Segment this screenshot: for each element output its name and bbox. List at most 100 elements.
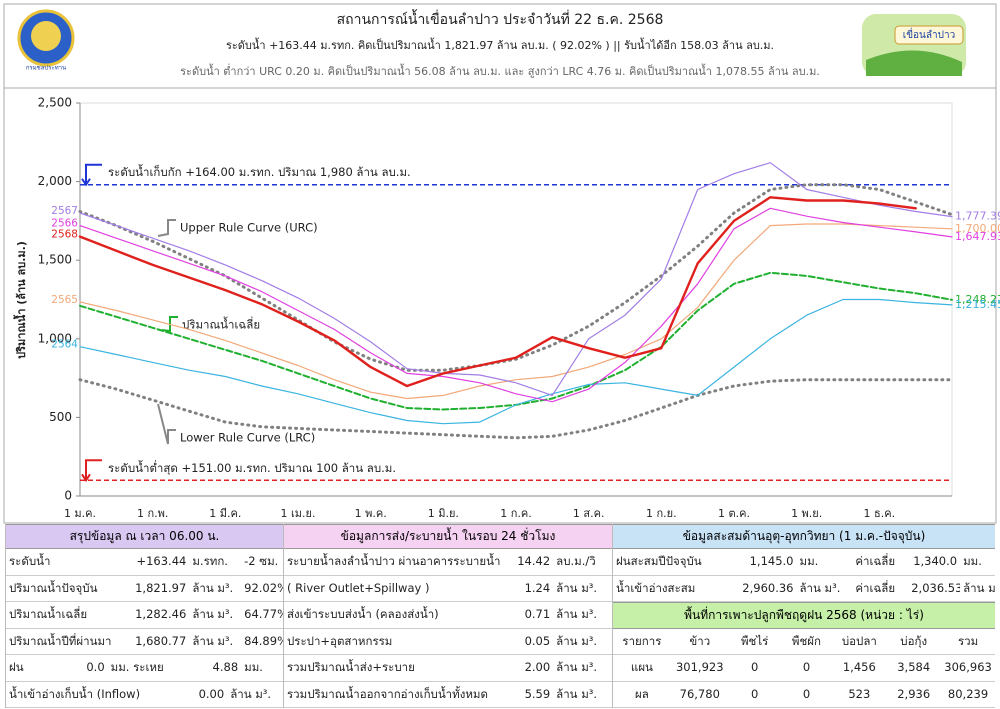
table-cell: -2 ซม. [244, 554, 279, 568]
table-cell: 301,923 [675, 660, 724, 674]
logo-right: เขื่อนลำปาว [862, 14, 966, 76]
tables: สรุปข้อมูล ณ เวลา 06.00 น. ระดับน้ำ +163.4… [5, 524, 995, 708]
table-cell: รายการ [622, 633, 662, 648]
x-tick-label: 1 ส.ค. [573, 507, 605, 520]
table-cell: 0 [802, 660, 811, 674]
table-cell: 92.02% [244, 580, 283, 595]
table-cell: 1,821.97 [135, 580, 187, 595]
series-line [79, 298, 953, 425]
table-cell: น้ำเข้าอ่างสะสม [616, 580, 696, 595]
table-row: ผล 76,780 0 0 523 2,936 80,239 [613, 682, 995, 708]
series-name: ปริมาณน้ำเฉลี่ย [182, 317, 260, 332]
x-tick-label: 1 ม.ค. [64, 507, 96, 520]
series-line [79, 207, 953, 403]
table-cell: 0 [802, 686, 811, 701]
series-name: 2567 [51, 205, 78, 217]
table-cell: 306,963 [944, 660, 992, 674]
table-cell: ล้าน ม³. [556, 660, 598, 674]
table-cell: 4.88 [212, 660, 239, 674]
table-cell: ปริมาณน้ำปัจจุบัน [9, 580, 98, 595]
table-cell: 1,145.0 [749, 554, 794, 568]
table-row: ปริมาณน้ำเฉลี่ย 1,282.46 ล้าน ม³. 64.77% [6, 602, 283, 629]
x-tick-label: 1 ธ.ค. [864, 507, 896, 520]
table-row: ปริมาณน้ำปีที่ผ่านมา 1,680.77 ล้าน ม³. 84.8… [6, 629, 283, 655]
table-cell: 2.00 [524, 660, 551, 674]
table-cell: 84.89% [244, 633, 283, 648]
table-cell: พืชไร่ [740, 633, 769, 648]
table-cell: 2,036.53 [911, 580, 961, 595]
table-cell: ฝนสะสมปีปัจจุบัน [616, 554, 702, 568]
table-cell: 0.00 [198, 686, 225, 701]
title: สถานการณ์น้ำเขื่อนลำปาว ประจำวันที่ 22 ธ… [337, 9, 664, 28]
table-cell: พืชผัก [791, 633, 822, 648]
table-row: ( River Outlet+Spillway ) 1.24 ล้าน ม³. [284, 576, 612, 602]
series-name: 2564 [51, 339, 78, 351]
x-tick-label: 1 ก.ย. [646, 507, 677, 520]
table-cell: มม. [963, 554, 982, 568]
table-cell: ค่าเฉลี่ย [855, 554, 896, 568]
table-title: ข้อมูลการส่ง/ระบายน้ำ ในรอบ 24 ชั่วโมง [284, 524, 612, 549]
table-cell: ล้าน ม³. [556, 633, 598, 648]
table-row: น้ำเข้าอ่างเก็บน้ำ (Inflow) 0.00 ล้าน ม³. [6, 682, 283, 708]
reference-label: ระดับน้ำต่ำสุด +151.00 ม.รทก. ปริมาณ 100… [108, 460, 396, 475]
table-cell: 1.24 [524, 580, 551, 595]
y-tick-label: 2,000 [38, 174, 72, 188]
value-label: 1,777.39 [955, 210, 1000, 223]
table-cell: 0.71 [524, 607, 551, 621]
table-cell: น้ำเข้าอ่างเก็บน้ำ (Inflow) [9, 686, 141, 701]
table-row: ส่งเข้าระบบส่งน้ำ (คลองส่งน้ำ) 0.71 ล้าน ม… [284, 602, 612, 629]
callout [157, 219, 176, 237]
series-line [78, 196, 917, 388]
table-cell: 1,680.77 [135, 633, 187, 648]
table-cell: ล้าน ม³. [192, 607, 234, 621]
callout [157, 403, 176, 445]
y-axis-label: ปริมาณน้ำ (ล้าน ลบ.ม.) [13, 241, 28, 359]
table-cell: 1,282.46 [135, 607, 187, 621]
x-tick-label: 1 ก.ค. [500, 507, 532, 520]
table-cell: 0 [750, 660, 759, 674]
table: ข้อมูลการส่ง/ระบายน้ำ ในรอบ 24 ชั่วโมง ระ… [283, 524, 612, 708]
table-row: ประปา+อุตสาหกรรม 0.05 ล้าน ม³. [284, 629, 612, 655]
value-label: 1,647.93 [955, 230, 1000, 243]
table-cell: รวมปริมาณน้ำออกจากอ่างเก็บน้ำทั้งหมด [287, 686, 488, 701]
series-name: Lower Rule Curve (LRC) [180, 431, 315, 445]
table-cell: ปริมาณน้ำเฉลี่ย [9, 607, 88, 621]
table-cell: 5.59 [524, 686, 551, 701]
table-cell: ปริมาณน้ำปีที่ผ่านมา [9, 633, 112, 648]
reference-arrow [81, 178, 91, 187]
reference-flag [85, 163, 102, 185]
table-cell: ( River Outlet+Spillway ) [287, 580, 430, 595]
y-tick-label: 2,500 [38, 96, 72, 110]
table-cell: ข้าว [689, 633, 711, 648]
y-tick-label: 0 [64, 489, 72, 503]
series-name: Upper Rule Curve (URC) [180, 221, 318, 235]
rule-curve-line: ระดับน้ำ ต่ำกว่า URC 0.20 ม. คิดเป็นปริม… [180, 63, 820, 78]
summary-line: ระดับน้ำ +163.44 ม.รทก. คิดเป็นปริมาณน้ำ… [226, 37, 774, 52]
chart: กรมชลประทาน เขื่อนลำปาว สถานการณ์น้ำเขื่… [3, 3, 1000, 524]
table-row: ฝนสะสมปีปัจจุบัน 1,145.0 มม. ค่าเฉลี่ย 1,340… [613, 549, 995, 576]
table-cell: ล้าน ม³. [556, 580, 598, 595]
table-row: ระดับน้ำ +163.44 ม.รทก. -2 ซม. [6, 549, 283, 576]
table: สรุปข้อมูล ณ เวลา 06.00 น. ระดับน้ำ +163.4… [5, 524, 283, 708]
table-cell: 0.05 [524, 633, 551, 648]
x-tick-label: 1 มิ.ย. [428, 507, 459, 520]
table-cell: รวมปริมาณน้ำส่ง+ระบาย [287, 660, 415, 674]
table-cell: 2,936 [897, 686, 931, 701]
table-cell: ม.รทก. [192, 554, 228, 568]
x-tick-label: 1 พ.ย. [791, 507, 822, 520]
series-line [79, 162, 953, 396]
table: ข้อมูลสะสมด้านอุตุ-อุทกวิทยา (1 ม.ค.-ปัจ… [612, 524, 995, 708]
value-label: 1,700.00 [955, 222, 1000, 235]
table-title: สรุปข้อมูล ณ เวลา 06.00 น. [6, 524, 283, 549]
table-cell: ฝน [9, 660, 24, 674]
reference-arrow [81, 473, 91, 483]
table-cell: 523 [848, 686, 871, 701]
table-cell: บ่อกุ้ง [900, 633, 928, 648]
series-name: 2566 [51, 218, 78, 230]
series-name: 2565 [51, 294, 78, 306]
value-label: 1,248.27 [955, 293, 1000, 306]
y-tick-label: 1,500 [38, 253, 72, 267]
table-cell: ล้าน ม³. [556, 607, 598, 621]
x-tick-label: 1 มี.ค. [209, 507, 241, 520]
